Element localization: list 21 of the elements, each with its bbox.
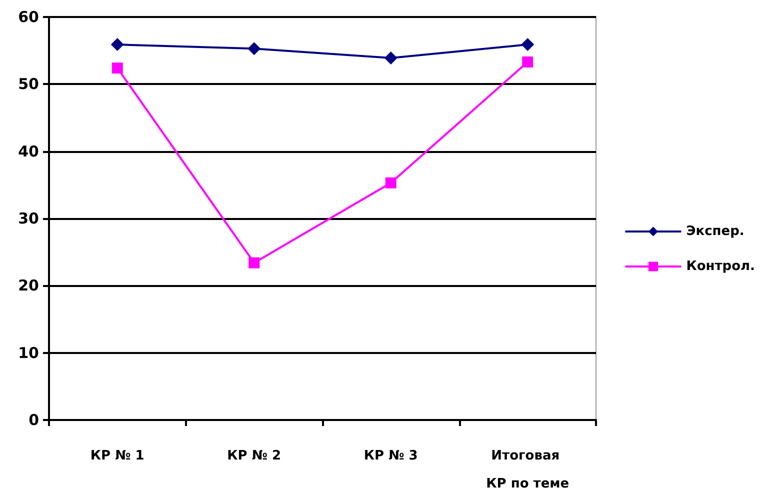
x-tick-label: КР № 2 bbox=[227, 448, 282, 464]
point bbox=[522, 56, 534, 68]
point bbox=[248, 257, 260, 268]
point bbox=[385, 177, 396, 188]
y-tick-label: 60 bbox=[18, 8, 39, 26]
point bbox=[248, 42, 261, 56]
point bbox=[112, 62, 123, 74]
y-tick-label: 20 bbox=[18, 276, 39, 295]
y-tick-label: 10 bbox=[18, 344, 39, 362]
y-tick-label: 30 bbox=[18, 210, 39, 228]
point bbox=[384, 51, 398, 64]
y-tick-label: 0 bbox=[28, 411, 39, 429]
y-tick-label: 40 bbox=[18, 142, 39, 160]
point bbox=[110, 38, 124, 52]
x-tick-label: КР № 1 bbox=[90, 448, 144, 464]
legend-label: Контрол. bbox=[686, 259, 756, 274]
x-tick-label: Итоговая КР по теме bbox=[486, 448, 570, 492]
y-tick-label: 50 bbox=[18, 75, 39, 94]
point bbox=[521, 38, 534, 52]
legend-label: Экспер. bbox=[686, 224, 744, 239]
x-tick-label: КР № 3 bbox=[364, 448, 418, 464]
